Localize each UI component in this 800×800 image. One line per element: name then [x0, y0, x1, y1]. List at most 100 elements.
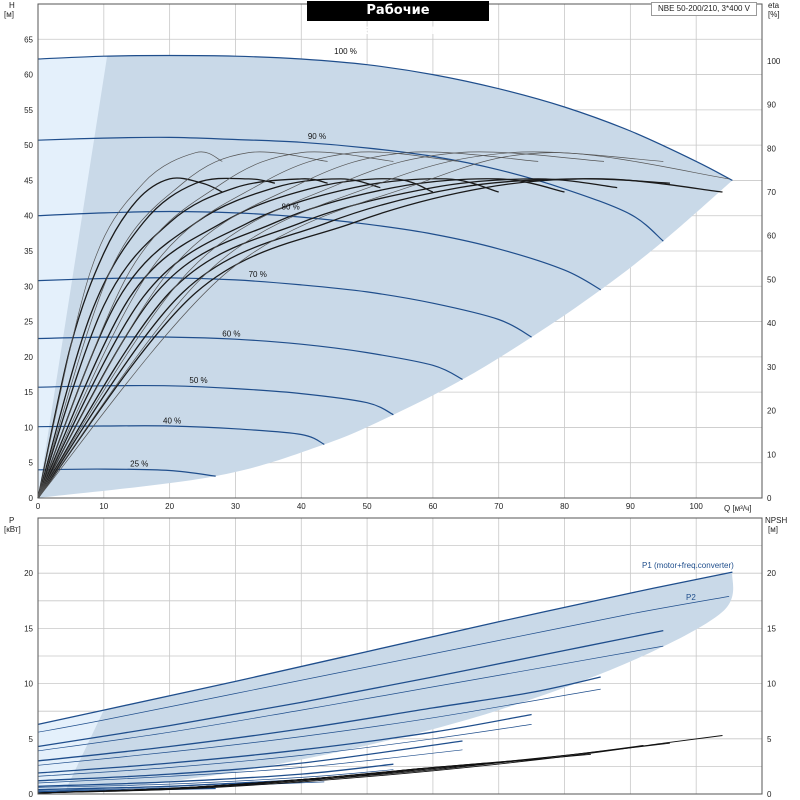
p1-label: P1 (motor+freq.converter) — [642, 561, 734, 570]
lower-npsh-tick-label: 20 — [767, 569, 776, 578]
x-tick-label: 30 — [231, 502, 240, 511]
lower-ylabel-right-unit: [м] — [768, 525, 778, 534]
upper-y-tick-label: 15 — [24, 388, 33, 397]
head-curve-label: 70 % — [249, 270, 267, 279]
efficiency-curve — [37, 151, 605, 499]
head-curve-label: 60 % — [222, 330, 240, 339]
power-curve — [37, 763, 394, 787]
upper-eta-tick-label: 10 — [767, 450, 776, 459]
efficiency-curve — [37, 178, 723, 499]
curve-labels: 100 % 90 % 80 % 70 % 60 % 50 % 40 % 25 % — [130, 47, 357, 468]
head-curve — [37, 210, 601, 291]
upper-y-tick-label: 30 — [24, 282, 33, 291]
lower-npsh-tick-label: 15 — [767, 624, 776, 633]
power-curve — [37, 571, 733, 726]
efficiency-curve — [37, 151, 664, 499]
x-tick-label: 0 — [36, 502, 41, 511]
lower-p-tick-label: 5 — [29, 735, 34, 744]
upper-y-tick-label: 10 — [24, 423, 33, 432]
upper-eta-tick-label: 0 — [767, 494, 772, 503]
power-curve — [37, 629, 664, 748]
head-curve-label: 40 % — [163, 416, 181, 425]
upper-ylabel-right-unit: [%] — [768, 10, 780, 19]
upper-eta-tick-label: 70 — [767, 188, 776, 197]
upper-y-tick-label: 50 — [24, 141, 33, 150]
lower-ylabel-left: P — [9, 516, 14, 525]
upper-y-tick-label: 65 — [24, 35, 33, 44]
efficiency-curve — [37, 152, 730, 499]
head-curve-label: 100 % — [334, 47, 357, 56]
lower-p-tick-label: 0 — [29, 790, 34, 799]
upper-y-tick-label: 5 — [29, 459, 34, 468]
upper-y-tick-label: 20 — [24, 353, 33, 362]
upper-light-wedge — [38, 56, 108, 498]
head-curve — [37, 277, 532, 338]
efficiency-curve — [37, 178, 499, 499]
x-tick-label: 80 — [560, 502, 569, 511]
head-curve-label: 80 % — [282, 202, 300, 211]
upper-ylabel-right: eta — [768, 1, 780, 10]
power-curve — [37, 645, 664, 752]
upper-eta-tick-label: 80 — [767, 144, 776, 153]
efficiency-curve — [37, 151, 394, 499]
x-tick-label: 20 — [165, 502, 174, 511]
p2-label: P2 — [686, 593, 696, 602]
power-curve — [37, 749, 463, 784]
npsh-curve — [37, 773, 368, 794]
upper-eta-tick-label: 30 — [767, 363, 776, 372]
lower-npsh-tick-label: 0 — [767, 790, 772, 799]
chart-title: Рабочие характеристики — [307, 1, 489, 38]
lower-ylabel-right: NPSH — [765, 516, 787, 525]
upper-eta-tick-label: 20 — [767, 407, 776, 416]
efficiency-curve — [37, 178, 618, 499]
upper-eta-tick-label: 40 — [767, 319, 776, 328]
lower-p-tick-label: 10 — [24, 680, 33, 689]
efficiency-curve — [37, 177, 223, 499]
power-curve — [37, 724, 532, 777]
upper-ylabel-left: H — [9, 1, 15, 10]
efficiency-curve — [37, 178, 434, 499]
lower-plot-frame — [37, 517, 763, 795]
power-curve — [37, 596, 730, 733]
head-curve — [37, 336, 463, 380]
efficiency-curve — [37, 178, 328, 499]
efficiency-curve — [37, 177, 276, 499]
efficiency-curve — [37, 151, 460, 499]
x-tick-label: 10 — [99, 502, 108, 511]
upper-y-tick-label: 55 — [24, 106, 33, 115]
x-tick-label: 70 — [494, 502, 503, 511]
upper-eta-tick-label: 90 — [767, 101, 776, 110]
power-curve — [37, 713, 532, 774]
power-curve — [37, 740, 463, 782]
lower-npsh-tick-label: 5 — [767, 735, 772, 744]
head-curve-label: 90 % — [308, 132, 326, 141]
upper-y-tick-label: 60 — [24, 71, 33, 80]
upper-eta-tick-label: 50 — [767, 275, 776, 284]
head-curve — [37, 136, 664, 242]
x-tick-label: 100 — [690, 502, 704, 511]
upper-operating-envelope — [38, 55, 733, 498]
lower-light-wedge — [38, 710, 104, 794]
head-curve — [37, 54, 733, 181]
head-curve — [37, 468, 216, 477]
lower-p-tick-label: 20 — [24, 569, 33, 578]
tick-labels: 0 10 20 30 40 50 60 70 80 90 100051015202530354045… — [24, 35, 781, 799]
pump-model-label: NBE 50-200/210, 3*400 V — [651, 2, 757, 16]
x-tick-label: 50 — [363, 502, 372, 511]
lower-ylabel-left-unit: [кВт] — [4, 525, 21, 534]
head-curve-label: 50 % — [189, 376, 207, 385]
upper-xlabel: Q [м³/ч] — [724, 504, 751, 513]
power-curve — [37, 781, 325, 792]
x-tick-label: 60 — [428, 502, 437, 511]
efficiency-curve — [37, 151, 223, 499]
curves — [37, 54, 733, 794]
power-curve — [37, 688, 601, 766]
upper-eta-tick-label: 60 — [767, 232, 776, 241]
upper-y-tick-label: 40 — [24, 212, 33, 221]
head-curve — [37, 425, 325, 445]
upper-y-tick-label: 45 — [24, 176, 33, 185]
x-tick-label: 40 — [297, 502, 306, 511]
upper-y-tick-label: 0 — [29, 494, 34, 503]
efficiency-curve — [37, 151, 539, 499]
